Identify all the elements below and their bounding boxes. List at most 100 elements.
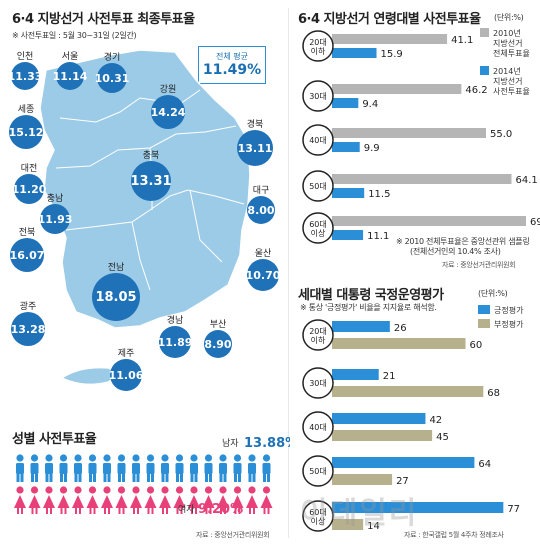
legend-label: 2014년 (493, 66, 521, 76)
age-source: 자료 : 중앙선거관리위원회 (442, 261, 516, 269)
region-bubble (237, 130, 273, 166)
person-leg (195, 508, 197, 514)
person-leg (118, 508, 121, 514)
person-leg (238, 473, 241, 482)
region-value: 11.93 (38, 213, 73, 226)
region-name: 강원 (160, 84, 177, 95)
person-head (103, 486, 111, 494)
person-dress (173, 495, 186, 508)
person-dress (130, 495, 142, 508)
region-name: 세종 (18, 104, 35, 115)
person-dress (14, 495, 26, 508)
person-leg (190, 473, 194, 482)
region-name: 광주 (20, 300, 37, 312)
person-leg (151, 508, 154, 514)
person-leg (93, 473, 96, 482)
legend-swatch (478, 319, 490, 328)
person-head (175, 454, 184, 462)
average-value: 11.49% (202, 62, 262, 78)
region-bubble (97, 63, 127, 93)
category-label: 이상 (311, 516, 326, 526)
region-bubble (247, 259, 279, 291)
age-note-2: (전체선거인의 10.4% 조사) (410, 247, 501, 256)
person-leg (176, 508, 179, 514)
person-body (16, 463, 24, 474)
person-leg (16, 473, 20, 482)
person-head (175, 486, 184, 494)
region-name: 울산 (255, 248, 272, 259)
legend-swatch (480, 28, 489, 37)
region-value: 8.90 (204, 338, 231, 351)
region-bubble (204, 330, 232, 358)
category-circle (302, 80, 334, 112)
region-name: 인천 (17, 51, 34, 62)
region-value: 11.06 (109, 369, 144, 382)
map-title: 6·4 지방선거 사전투표 최종투표율 (12, 12, 195, 27)
legend-label: 지방선거 (493, 76, 522, 86)
value-label-2014: 11.1 (367, 231, 389, 242)
region-name: 경기 (104, 51, 121, 63)
person-head (146, 454, 155, 462)
person-head (233, 486, 242, 494)
region-value: 11.20 (12, 183, 47, 196)
category-circle (302, 30, 334, 62)
person-dress (115, 495, 128, 508)
person-body (146, 463, 155, 474)
person-leg (263, 473, 266, 482)
watermark: 이데일리 (300, 496, 419, 531)
region-bubble (14, 174, 44, 204)
person-leg (219, 473, 223, 482)
person-leg (35, 508, 38, 514)
person-leg (205, 473, 208, 482)
category-label: 60대 (309, 508, 327, 517)
value-label-2010: 55.0 (490, 129, 512, 140)
person-leg (122, 473, 125, 482)
category-circle (302, 170, 334, 202)
bar-positive (332, 369, 379, 380)
bar-2010 (332, 84, 462, 94)
person-leg (252, 473, 256, 482)
person-body (117, 463, 126, 474)
region-value: 13.31 (130, 174, 171, 189)
person-leg (136, 473, 140, 482)
category-label: 50대 (309, 467, 327, 476)
person-body (161, 463, 169, 474)
person-leg (133, 508, 135, 514)
korea-map: 11.33 11.14 10.31 14.24 15.12 13.11 13.31 11.20… (8, 49, 281, 391)
person-leg (108, 508, 110, 514)
gender-source: 자료 : 중앙선거관리위원회 (196, 531, 270, 539)
person-head (74, 454, 82, 462)
region-value: 10.31 (95, 72, 130, 85)
person-head (30, 486, 39, 494)
bar-positive (332, 502, 504, 513)
category-circle (302, 212, 334, 244)
person-leg (249, 508, 251, 514)
person-head (161, 486, 169, 494)
bar-2014 (332, 142, 360, 152)
male-label: 남자 (222, 438, 239, 449)
person-leg (248, 473, 252, 482)
category-label: 이상 (311, 228, 326, 238)
female-value: 9.20% (198, 502, 243, 517)
person-leg (45, 473, 49, 482)
person-leg (267, 508, 270, 514)
region-bubble (9, 115, 43, 149)
person-leg (20, 473, 24, 482)
bar-2014 (332, 188, 365, 198)
person-head (262, 454, 271, 462)
person-head (16, 486, 24, 494)
person-body (190, 463, 198, 474)
person-leg (224, 508, 226, 514)
region-name: 전북 (19, 227, 36, 238)
person-leg (166, 508, 168, 514)
region-name: 부산 (210, 319, 227, 330)
person-leg (147, 473, 150, 482)
person-body (204, 463, 213, 474)
legend-label: 지방선거 (493, 38, 522, 48)
bar-negative (332, 519, 364, 530)
category-label: 30대 (309, 92, 327, 101)
person-head (59, 454, 68, 462)
person-dress (101, 495, 113, 508)
person-dress (86, 495, 99, 508)
